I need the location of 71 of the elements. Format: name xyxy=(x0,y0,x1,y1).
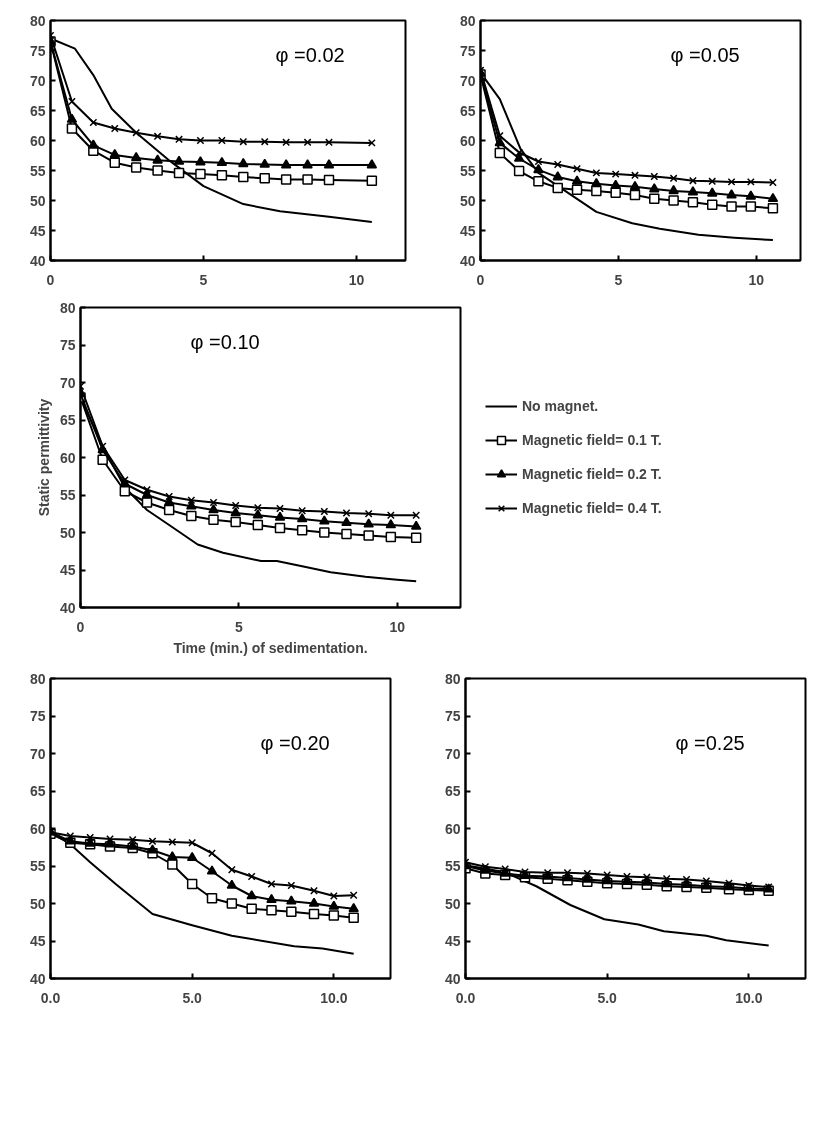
y-tick-label: 65 xyxy=(459,102,476,119)
y-tick-label: 75 xyxy=(459,42,476,59)
x-tick-label: 0.0 xyxy=(455,989,476,1006)
y-tick-label: 75 xyxy=(444,708,461,724)
legend-label: Magnetic field= 0.4 T. xyxy=(522,500,662,516)
text: φ =0.10 xyxy=(190,330,260,353)
x-tick-label: 0.0 xyxy=(40,989,61,1006)
text: φ =0.20 xyxy=(260,731,330,754)
legend-label: No magnet. xyxy=(522,398,599,414)
x-tick-label: 10 xyxy=(389,618,406,635)
y-tick-label: 45 xyxy=(29,222,46,239)
x-tick-label: 10 xyxy=(348,271,365,288)
y-tick-label: 65 xyxy=(29,102,46,119)
y-tick-label: 60 xyxy=(29,132,46,149)
y-tick-label: 55 xyxy=(59,487,76,503)
y-tick-label: 75 xyxy=(29,42,46,59)
y-tick-label: 70 xyxy=(444,745,461,762)
y-tick-label: 45 xyxy=(29,933,46,949)
y-tick-label: 80 xyxy=(29,12,46,29)
y-tick-label: 80 xyxy=(59,299,76,316)
y-tick-label: 60 xyxy=(29,820,46,837)
x-tick-label: 5 xyxy=(234,618,243,635)
y-tick-label: 80 xyxy=(459,12,476,29)
y-tick-label: 80 xyxy=(444,670,461,687)
y-tick-label: 40 xyxy=(29,970,46,987)
text: φ =0.02 xyxy=(275,43,345,66)
x-tick-label: 0 xyxy=(46,271,55,288)
x-tick-label: 5.0 xyxy=(182,989,203,1006)
x-axis-title: Time (min.) of sedimentation. xyxy=(173,639,368,656)
y-tick-label: 70 xyxy=(29,72,46,89)
y-tick-label: 40 xyxy=(444,970,461,987)
legend-label: Magnetic field= 0.2 T. xyxy=(522,466,662,482)
y-axis-title: Static permittivity xyxy=(35,398,52,517)
x-tick-label: 5 xyxy=(614,271,623,288)
x-tick-label: 0 xyxy=(476,271,485,288)
x-tick-label: 5 xyxy=(199,271,208,288)
y-tick-label: 50 xyxy=(444,895,461,912)
y-tick-label: 45 xyxy=(444,933,461,949)
y-tick-label: 65 xyxy=(29,783,46,799)
y-tick-label: 75 xyxy=(59,337,76,353)
y-tick-label: 70 xyxy=(459,72,476,89)
y-tick-label: 40 xyxy=(459,252,476,269)
y-tick-label: 60 xyxy=(444,820,461,837)
y-tick-label: 60 xyxy=(459,132,476,149)
y-tick-label: 65 xyxy=(444,783,461,799)
y-tick-label: 55 xyxy=(459,162,476,179)
y-tick-label: 45 xyxy=(459,222,476,239)
y-tick-label: 40 xyxy=(29,252,46,269)
x-tick-label: 5.0 xyxy=(597,989,618,1006)
legend-label: Magnetic field= 0.1 T. xyxy=(522,432,662,448)
text: φ =0.25 xyxy=(675,731,745,754)
x-tick-label: 10.0 xyxy=(320,989,348,1006)
y-tick-label: 50 xyxy=(29,192,46,209)
y-tick-label: 50 xyxy=(459,192,476,209)
x-tick-label: 10.0 xyxy=(735,989,763,1006)
y-tick-label: 65 xyxy=(59,412,76,428)
y-tick-label: 55 xyxy=(29,858,46,874)
y-tick-label: 55 xyxy=(444,858,461,874)
y-tick-label: 75 xyxy=(29,708,46,724)
y-tick-label: 80 xyxy=(29,670,46,687)
y-tick-label: 50 xyxy=(59,524,76,541)
text: φ =0.05 xyxy=(670,43,740,66)
x-tick-label: 10 xyxy=(748,271,765,288)
y-tick-label: 60 xyxy=(59,449,76,466)
y-tick-label: 40 xyxy=(59,599,76,616)
x-tick-label: 0 xyxy=(76,618,85,635)
y-tick-label: 70 xyxy=(29,745,46,762)
y-tick-label: 70 xyxy=(59,374,76,391)
y-tick-label: 45 xyxy=(59,562,76,578)
y-tick-label: 50 xyxy=(29,895,46,912)
y-tick-label: 55 xyxy=(29,162,46,179)
